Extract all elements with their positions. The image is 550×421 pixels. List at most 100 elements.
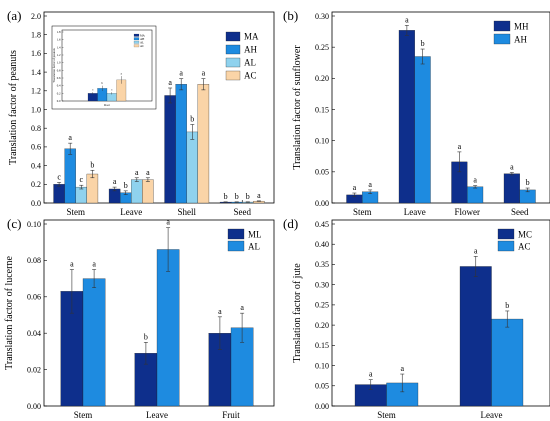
x-tick-label: Leave — [404, 207, 426, 217]
data-label: a — [92, 260, 96, 269]
inset-y-tick-label: 1.6 — [57, 38, 61, 42]
inset-y-tick-label: 0.0 — [57, 99, 61, 103]
inset-y-tick-label: 0.4 — [57, 84, 61, 88]
data-label: c — [80, 175, 84, 184]
inset-legend-swatch — [133, 44, 140, 48]
data-label: a — [113, 177, 117, 186]
data-label: b — [505, 301, 509, 310]
panel-label: (d) — [283, 216, 298, 231]
legend-label: ML — [248, 230, 262, 240]
data-label: a — [146, 168, 150, 177]
legend-label: AH — [244, 45, 257, 55]
y-tick-label: 0.05 — [315, 168, 329, 177]
data-label: a — [353, 183, 357, 192]
y-tick-label: 1.6 — [31, 49, 41, 58]
y-tick-label: 1.0 — [31, 105, 41, 114]
y-axis-title: Translation factor of sunflower — [292, 45, 303, 170]
inset-bar — [87, 93, 98, 102]
bar — [175, 84, 187, 204]
data-label: a — [202, 69, 206, 78]
legend-swatch — [493, 33, 511, 45]
y-tick-label: 0.6 — [31, 143, 41, 152]
y-tick-label: 0.30 — [315, 12, 329, 21]
data-label: a — [400, 364, 404, 373]
axes-frame — [331, 219, 550, 407]
x-tick-label: Seed — [234, 207, 252, 217]
bar — [197, 84, 210, 204]
bar — [156, 249, 180, 407]
y-tick-label: 0.20 — [315, 321, 329, 330]
legend-label: MC — [518, 230, 532, 240]
y-tick-label: 1.8 — [31, 31, 41, 40]
y-tick-label: 0.15 — [315, 105, 329, 114]
y-tick-label: 0.8 — [31, 124, 41, 133]
y-tick-label: 0.08 — [27, 256, 41, 265]
y-tick-label: 0.15 — [315, 341, 329, 350]
y-tick-label: 0.10 — [27, 220, 41, 229]
legend-label: AL — [244, 58, 256, 68]
inset-legend-swatch — [133, 37, 140, 41]
y-tick-label: 0.04 — [27, 329, 41, 338]
data-label: a — [179, 69, 183, 78]
data-label: a — [70, 260, 74, 269]
y-tick-label: 0.00 — [27, 402, 41, 411]
legend-label: AL — [248, 242, 260, 252]
panel-label: (a) — [7, 8, 21, 23]
inset-data-label: c — [92, 88, 94, 92]
inset-legend-swatch — [133, 40, 140, 44]
legend-swatch — [225, 57, 241, 68]
legend-label: AH — [514, 35, 527, 45]
x-tick-label: Shell — [177, 207, 196, 217]
legend-label: AC — [244, 71, 257, 81]
y-tick-label: 1.2 — [31, 87, 41, 96]
data-label: a — [405, 15, 409, 24]
data-label: a — [257, 191, 261, 200]
data-label: b — [235, 192, 239, 201]
data-label: b — [246, 192, 250, 201]
panel-c: (c) 0.00 0.02 0.04 0.06 0.08 0.10 Translation f… — [4, 216, 275, 420]
bar — [131, 179, 143, 204]
panel-d: (d) 0.00 0.05 0.10 0.15 0.20 0.25 0.30 0.35 0.40 0… — [283, 216, 550, 420]
legend-label: AC — [518, 242, 531, 252]
inset-y-tick-label: 0.2 — [57, 91, 61, 95]
inset-y-tick-label: 1.2 — [57, 53, 61, 57]
y-tick-label: 0.00 — [315, 402, 329, 411]
bar — [164, 95, 176, 204]
inset-y-tick-label: 0.6 — [57, 76, 61, 80]
data-label: c — [57, 172, 61, 181]
x-tick-label: Fruit — [222, 410, 240, 420]
x-tick-label: Stem — [66, 207, 85, 217]
inset-legend-swatch — [133, 33, 140, 37]
data-label: a — [168, 78, 172, 87]
data-label: a — [474, 246, 478, 255]
inset-legend-label: AH — [140, 37, 145, 41]
panel-label: (b) — [283, 8, 298, 23]
y-tick-label: 0.20 — [315, 74, 329, 83]
axes-frame — [43, 11, 275, 204]
inset-x-tick-label: Root — [104, 103, 110, 107]
y-tick-label: 0.40 — [315, 240, 329, 249]
y-tick-label: 0.10 — [315, 361, 329, 370]
inset-legend-label: AL — [140, 40, 144, 44]
bar — [82, 278, 106, 407]
bar — [142, 179, 154, 204]
y-tick-label: 0.25 — [315, 43, 329, 52]
data-label: b — [124, 181, 128, 190]
inset-bar — [106, 93, 117, 102]
y-tick-label: 0.45 — [315, 220, 329, 229]
bar — [75, 186, 88, 204]
y-tick-label: 0.00 — [315, 199, 329, 208]
bar — [186, 131, 199, 204]
bar — [491, 318, 524, 407]
data-label: b — [526, 178, 530, 187]
data-label: b — [421, 39, 425, 48]
inset-data-label: a — [121, 72, 123, 76]
legend-swatch — [227, 228, 245, 240]
inset-y-tick-label: 1.0 — [57, 61, 61, 65]
panel-b: (b) 0.00 0.05 0.10 0.15 0.20 0.25 0.30 Translati… — [283, 8, 550, 217]
data-label: a — [368, 180, 372, 189]
data-label: b — [190, 114, 194, 123]
bar — [86, 173, 99, 204]
inset-data-label: c — [111, 88, 113, 92]
